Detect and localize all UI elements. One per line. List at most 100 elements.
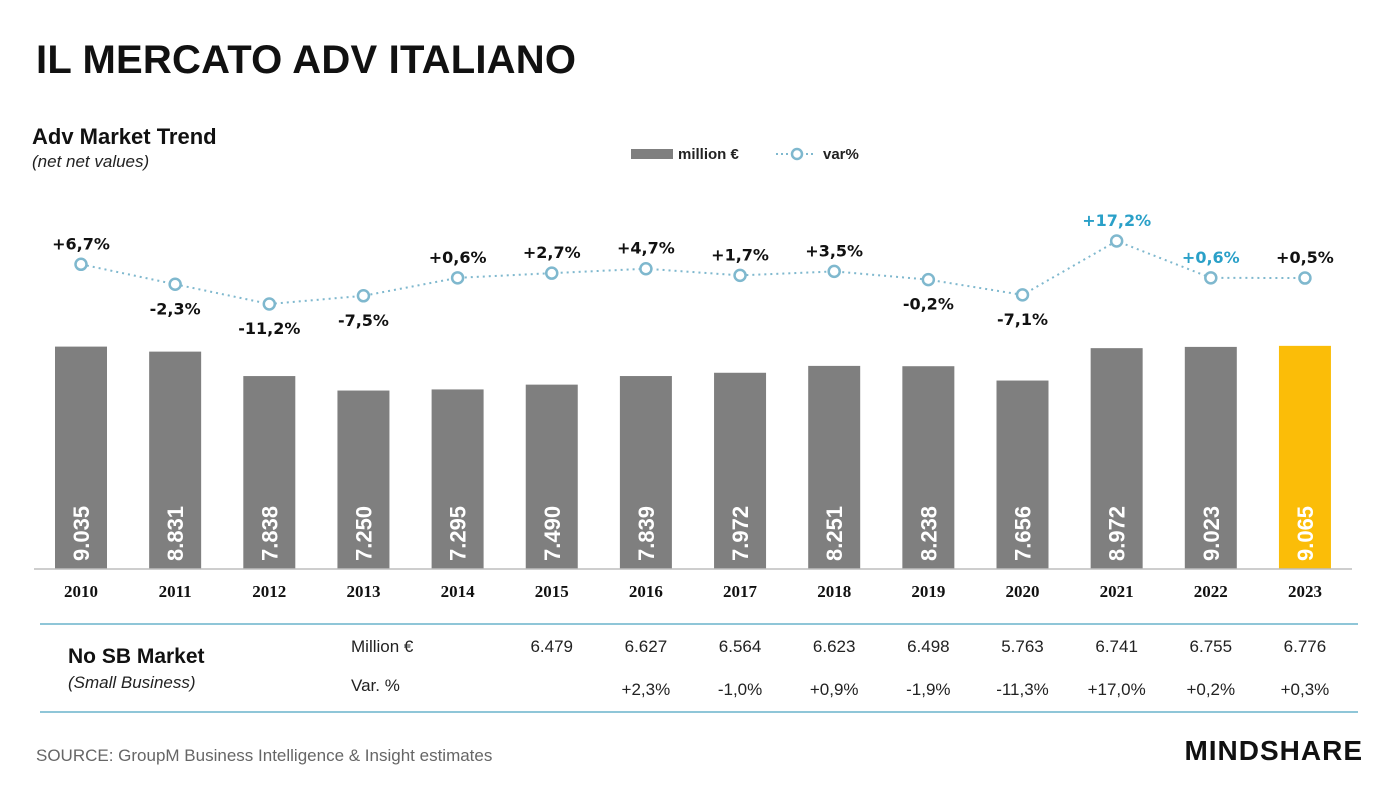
- no-sb-title: No SB Market: [68, 645, 205, 668]
- x-tick-2014: 2014: [441, 582, 476, 601]
- source-note: SOURCE: GroupM Business Intelligence & I…: [36, 746, 493, 765]
- bar-value-label-2012: 7.838: [257, 506, 282, 561]
- bar-value-label-2022: 9.023: [1199, 506, 1224, 561]
- var-point-2014: [450, 271, 465, 285]
- var-label-2022: +0,6%: [1182, 248, 1240, 267]
- million-cell-2017: 6.564: [718, 637, 762, 656]
- million-cell-2018: 6.623: [812, 637, 856, 656]
- bar-2015: [525, 384, 578, 569]
- var-label-2013: -7,5%: [338, 311, 389, 330]
- legend-marker-var: [790, 147, 804, 161]
- chart-legend: million € var%: [631, 146, 859, 163]
- bar-value-label-2013: 7.250: [351, 506, 376, 561]
- x-tick-2023: 2023: [1288, 582, 1322, 601]
- x-tick-2015: 2015: [535, 582, 569, 601]
- var-cell-2023: +0,3%: [1280, 680, 1330, 699]
- bar-2012: [243, 376, 296, 569]
- bar-value-label-2021: 8.972: [1105, 506, 1130, 561]
- bar-value-label-2015: 7.490: [540, 506, 565, 561]
- bar-value-label-2016: 7.839: [634, 506, 659, 561]
- var-cell-2017: -1,0%: [717, 680, 763, 699]
- x-tick-2011: 2011: [159, 582, 192, 601]
- var-cell-2022: +0,2%: [1186, 680, 1236, 699]
- bar-2011: [149, 351, 202, 569]
- table-top-rule: [40, 623, 1358, 625]
- million-cell-2020: 5.763: [1001, 637, 1044, 656]
- bar-2019: [902, 366, 955, 569]
- x-tick-2016: 2016: [629, 582, 663, 601]
- row-label-million: Million €: [351, 637, 414, 656]
- brand-logo: MINDSHARE: [1184, 735, 1363, 766]
- bar-2016: [619, 376, 672, 569]
- var-cell-2019: -1,9%: [906, 680, 951, 699]
- million-cell-2019: 6.498: [907, 637, 950, 656]
- x-tick-2018: 2018: [817, 582, 851, 601]
- bar-value-label-2018: 8.251: [822, 506, 847, 561]
- var-label-2010: +6,7%: [52, 234, 110, 253]
- row-label-var: Var. %: [351, 676, 400, 695]
- var-point-2019: [921, 272, 936, 287]
- var-point-2021: [1109, 234, 1124, 248]
- chart-subtitle-note: (net net values): [32, 152, 150, 171]
- bar-value-label-2023: 9.065: [1293, 506, 1318, 561]
- bar-value-label-2011: 8.831: [163, 506, 188, 561]
- var-point-2017: [733, 268, 747, 283]
- var-label-2020: -7,1%: [997, 310, 1048, 329]
- var-label-2012: -11,2%: [238, 319, 300, 338]
- var-series: +6,7% -2,3% -11,2% -7,5% +0,6% +2,7% +4,7% +1,7…: [52, 211, 1334, 338]
- var-cell-2018: +0,9%: [809, 680, 859, 699]
- x-tick-2019: 2019: [911, 582, 945, 601]
- var-cell-2016: +2,3%: [621, 680, 671, 699]
- bar-2010: [55, 346, 107, 569]
- million-cell-2023: 6.776: [1283, 637, 1327, 656]
- bar-2022: [1184, 346, 1237, 569]
- var-point-2022: [1204, 271, 1218, 285]
- x-axis-tick-labels: 2010 2011 2012 2013 2014 2015 2016 2017 2018 2019…: [64, 582, 1322, 601]
- no-sb-subtitle: (Small Business): [68, 673, 196, 692]
- var-label-2014: +0,6%: [429, 248, 487, 267]
- var-line: [80, 239, 1305, 306]
- page-title: IL MERCATO ADV ITALIANO: [36, 38, 577, 82]
- bar-2018: [808, 365, 861, 569]
- bar-2020: [996, 380, 1049, 569]
- var-point-2018: [827, 264, 841, 279]
- x-tick-2021: 2021: [1100, 582, 1134, 601]
- x-tick-2010: 2010: [64, 582, 98, 601]
- bar-value-label-2010: 9.035: [69, 506, 94, 561]
- bar-2017: [714, 372, 767, 569]
- chart-subtitle: Adv Market Trend: [32, 124, 217, 149]
- x-tick-2013: 2013: [346, 582, 380, 601]
- var-label-2011: -2,3%: [150, 299, 201, 318]
- bar-value-label-2017: 7.972: [728, 506, 753, 561]
- var-point-2016: [639, 261, 653, 276]
- var-point-2012: [262, 297, 277, 311]
- bar-2021: [1090, 348, 1143, 569]
- bar-value-label-2014: 7.295: [446, 506, 471, 561]
- x-tick-2017: 2017: [723, 582, 758, 601]
- bar-value-label-2020: 7.656: [1011, 506, 1036, 561]
- var-point-2020: [1015, 288, 1030, 302]
- bar-value-label-2019: 8.238: [916, 506, 941, 561]
- var-label-2019: -0,2%: [903, 295, 954, 314]
- million-cell-2016: 6.627: [624, 637, 668, 656]
- var-label-2018: +3,5%: [805, 241, 863, 260]
- var-point-2023: [1298, 271, 1312, 285]
- var-cell-2020: -11,3%: [996, 680, 1049, 699]
- legend-swatch-million: [631, 149, 673, 159]
- var-point-2013: [356, 289, 371, 303]
- legend-label-million: million €: [678, 146, 740, 163]
- var-point-2010: [74, 257, 88, 272]
- var-label-2016: +4,7%: [617, 239, 675, 258]
- million-cell-2015: 6.479: [530, 637, 574, 656]
- x-tick-2020: 2020: [1006, 582, 1040, 601]
- bar-series: 9.035 8.831 7.838 7.250 7.295 7.490 7.839 7.972…: [55, 345, 1331, 569]
- bar-2013: [337, 390, 390, 569]
- table-bottom-rule: [40, 711, 1358, 713]
- x-tick-2022: 2022: [1194, 582, 1228, 601]
- var-point-2011: [168, 277, 182, 292]
- var-point-2015: [545, 266, 559, 280]
- adv-market-chart: million € var% 9.035 8.831 7.838 7.250 7.295 7…: [34, 146, 1352, 601]
- var-cell-2021: +17,0%: [1087, 680, 1146, 699]
- x-tick-2012: 2012: [252, 582, 286, 601]
- var-label-2023: +0,5%: [1276, 248, 1334, 267]
